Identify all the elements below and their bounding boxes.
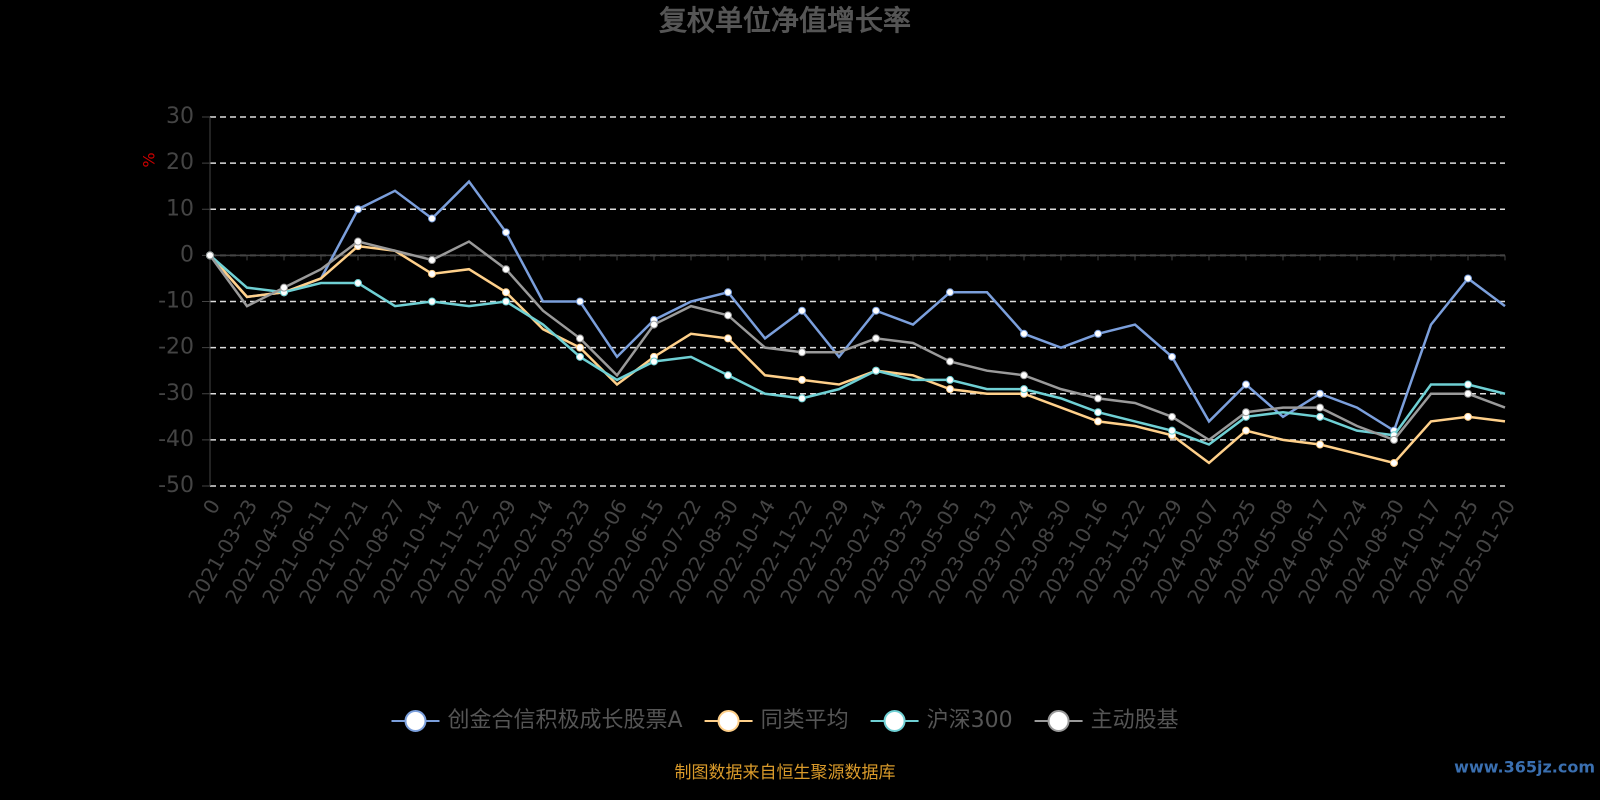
point <box>428 214 436 223</box>
point <box>354 205 362 214</box>
y-tick-label: -50 <box>158 473 194 498</box>
point <box>1168 426 1176 435</box>
point <box>798 348 806 357</box>
point <box>798 394 806 403</box>
point <box>1316 412 1324 421</box>
point <box>1464 389 1472 398</box>
point <box>354 237 362 246</box>
point <box>798 306 806 315</box>
y-tick-label: -30 <box>158 381 194 406</box>
series-line <box>208 240 1506 442</box>
y-tick-label: -40 <box>158 427 194 452</box>
point <box>576 352 584 361</box>
chart-title: 复权单位净值增长率 <box>659 4 911 37</box>
point <box>1464 274 1472 283</box>
x-tick-label: 0 <box>198 495 225 518</box>
legend-label: 同类平均 <box>761 708 849 733</box>
point <box>1094 417 1102 426</box>
point <box>280 283 288 292</box>
point <box>1464 412 1472 421</box>
y-tick-label: -10 <box>158 289 194 314</box>
point <box>1242 408 1250 417</box>
point <box>946 288 954 297</box>
point <box>946 375 954 384</box>
legend-label: 创金合信积极成长股票A <box>448 708 683 733</box>
point <box>1316 440 1324 449</box>
point <box>1020 371 1028 380</box>
y-tick-label: 30 <box>166 104 194 129</box>
point <box>798 375 806 384</box>
point <box>872 306 880 315</box>
point <box>1390 435 1398 444</box>
point <box>650 320 658 329</box>
point <box>1316 403 1324 412</box>
legend-label: 主动股基 <box>1091 708 1179 733</box>
point <box>1094 408 1102 417</box>
point <box>576 343 584 352</box>
point <box>724 288 732 297</box>
point <box>428 269 436 278</box>
point <box>1094 329 1102 338</box>
point <box>354 279 362 288</box>
point <box>1020 329 1028 338</box>
point <box>724 311 732 320</box>
point <box>1168 352 1176 361</box>
point <box>1168 412 1176 421</box>
point <box>428 297 436 306</box>
point <box>1316 389 1324 398</box>
point <box>1020 385 1028 394</box>
point <box>872 366 880 375</box>
point <box>1242 426 1250 435</box>
point <box>650 357 658 366</box>
point <box>502 265 510 274</box>
point <box>1242 380 1250 389</box>
point <box>1464 380 1472 389</box>
point <box>872 334 880 343</box>
legend-marker <box>883 710 906 732</box>
series-line <box>209 244 1506 465</box>
y-axis-label: % <box>140 152 159 167</box>
y-tick-label: 10 <box>166 196 194 221</box>
legend-marker <box>404 710 427 732</box>
legend-marker <box>1047 710 1070 732</box>
point <box>1094 394 1102 403</box>
legend-label: 沪深300 <box>927 708 1013 733</box>
point <box>428 255 436 264</box>
source-note: 制图数据来自恒生聚源数据库 <box>675 763 896 783</box>
point <box>946 357 954 366</box>
y-tick-label: -20 <box>158 335 194 360</box>
legend: 创金合信积极成长股票A 同类平均 沪深300 主动股基 <box>391 708 1179 733</box>
point <box>502 228 510 237</box>
legend-marker <box>717 710 740 732</box>
series-line <box>209 254 1506 446</box>
point <box>724 334 732 343</box>
point <box>724 371 732 380</box>
point <box>502 297 510 306</box>
point <box>502 288 510 297</box>
point <box>946 385 954 394</box>
point <box>206 251 214 260</box>
point <box>576 334 584 343</box>
point <box>1390 458 1398 467</box>
point <box>576 297 584 306</box>
y-tick-label: 0 <box>180 242 194 267</box>
watermark: www.365jz.com <box>1454 758 1595 777</box>
y-tick-label: 20 <box>166 150 194 175</box>
